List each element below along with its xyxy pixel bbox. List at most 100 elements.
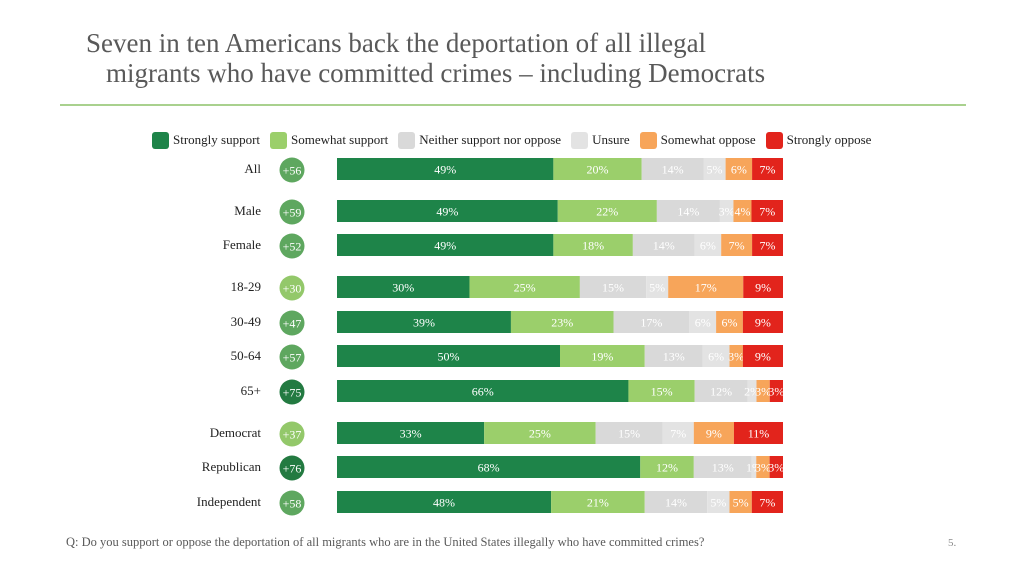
bar-value-label: 7% bbox=[759, 496, 775, 510]
bar-segment bbox=[644, 491, 708, 513]
bar-segment bbox=[337, 345, 560, 367]
bar-value-label: 68% bbox=[478, 461, 500, 475]
bar-segment bbox=[752, 234, 783, 256]
net-score-label: +58 bbox=[283, 497, 302, 511]
bar-value-label: 17% bbox=[695, 281, 717, 295]
bar-segment bbox=[510, 311, 614, 333]
bar-value-label: 19% bbox=[591, 350, 613, 364]
bar-segment bbox=[484, 422, 596, 444]
bar-value-label: 5% bbox=[733, 496, 749, 510]
legend-item: Somewhat oppose bbox=[639, 131, 756, 149]
bar-segment bbox=[553, 158, 642, 180]
legend-item: Somewhat support bbox=[270, 131, 388, 149]
page-number: 5. bbox=[948, 537, 957, 549]
net-score-label: +56 bbox=[283, 164, 302, 178]
bar-value-label: 2% bbox=[744, 385, 760, 399]
net-score-label: +59 bbox=[283, 206, 302, 220]
legend-label: Strongly support bbox=[173, 132, 261, 147]
bar-value-label: 49% bbox=[434, 239, 456, 253]
bar-value-label: 14% bbox=[677, 205, 699, 219]
bar-segment bbox=[644, 345, 703, 367]
bar-value-label: 18% bbox=[582, 239, 604, 253]
bar-value-label: 6% bbox=[721, 316, 737, 330]
legend-label: Somewhat oppose bbox=[660, 132, 756, 147]
bar-value-label: 15% bbox=[651, 385, 673, 399]
bar-value-label: 3% bbox=[768, 385, 784, 399]
bar-segment bbox=[733, 422, 783, 444]
legend-swatch bbox=[639, 131, 657, 149]
bar-segment bbox=[337, 200, 558, 222]
net-score-circle bbox=[279, 421, 305, 447]
bar-segment bbox=[632, 234, 695, 256]
bar-value-label: 5% bbox=[710, 496, 726, 510]
bar-segment bbox=[337, 380, 629, 402]
bar-value-label: 3% bbox=[768, 461, 784, 475]
bar-segment bbox=[729, 491, 752, 513]
bar-value-label: 20% bbox=[587, 163, 609, 177]
bar-segment bbox=[751, 491, 783, 513]
legend-item: Strongly support bbox=[152, 131, 261, 149]
title-line-1: Seven in ten Americans back the deportat… bbox=[86, 28, 707, 58]
bar-segment bbox=[751, 456, 757, 478]
bar-value-label: 5% bbox=[707, 163, 723, 177]
bar-segment bbox=[743, 276, 783, 298]
title-divider bbox=[60, 104, 966, 106]
bar-value-label: 9% bbox=[706, 427, 722, 441]
bar-segment bbox=[560, 345, 645, 367]
bar-segment bbox=[742, 311, 783, 333]
bar-value-label: 3% bbox=[755, 461, 771, 475]
bar-value-label: 7% bbox=[759, 205, 775, 219]
bar-value-label: 66% bbox=[472, 385, 494, 399]
title-line-2: migrants who have committed crimes – inc… bbox=[106, 58, 766, 88]
bar-segment bbox=[337, 491, 552, 513]
legend-item: Neither support nor oppose bbox=[398, 131, 562, 149]
bar-value-label: 3% bbox=[755, 385, 771, 399]
net-score-label: +75 bbox=[283, 386, 302, 400]
bar-value-label: 17% bbox=[640, 316, 662, 330]
bar-value-label: 14% bbox=[665, 496, 687, 510]
row-label: All bbox=[244, 161, 261, 176]
bar-value-label: 22% bbox=[596, 205, 618, 219]
net-score-circle bbox=[279, 344, 305, 370]
net-score-label: +37 bbox=[283, 428, 302, 442]
bar-segment bbox=[721, 234, 753, 256]
bar-value-label: 14% bbox=[653, 239, 675, 253]
legend-label: Strongly oppose bbox=[786, 132, 872, 147]
net-score-circle bbox=[279, 310, 305, 336]
legend-swatch bbox=[270, 131, 288, 149]
legend-item: Unsure bbox=[571, 131, 630, 149]
bar-segment bbox=[702, 345, 730, 367]
bar-segment bbox=[553, 234, 633, 256]
net-score-circle bbox=[279, 233, 305, 259]
bar-value-label: 4% bbox=[734, 205, 750, 219]
bar-segment bbox=[646, 276, 669, 298]
bar-value-label: 7% bbox=[729, 239, 745, 253]
bar-segment bbox=[729, 345, 743, 367]
bar-segment bbox=[719, 200, 734, 222]
bar-value-label: 25% bbox=[529, 427, 551, 441]
net-score-circle bbox=[279, 275, 305, 301]
chart-title: Seven in ten Americans back the deportat… bbox=[86, 28, 986, 88]
net-score-label: +52 bbox=[283, 240, 302, 254]
row-label: Male bbox=[234, 203, 261, 218]
bar-value-label: 9% bbox=[755, 281, 771, 295]
row-label: Female bbox=[223, 237, 261, 252]
bar-value-label: 7% bbox=[760, 163, 776, 177]
bar-value-label: 3% bbox=[719, 205, 735, 219]
legend-label: Neither support nor oppose bbox=[419, 132, 562, 147]
bar-value-label: 6% bbox=[700, 239, 716, 253]
bar-segment bbox=[769, 380, 783, 402]
bar-segment bbox=[337, 276, 470, 298]
bar-segment bbox=[756, 380, 770, 402]
bar-value-label: 6% bbox=[695, 316, 711, 330]
row-label: Democrat bbox=[210, 425, 262, 440]
row-label: Independent bbox=[197, 494, 262, 509]
bar-value-label: 9% bbox=[755, 316, 771, 330]
bar-value-label: 50% bbox=[438, 350, 460, 364]
bar-value-label: 25% bbox=[514, 281, 536, 295]
bar-segment bbox=[689, 311, 717, 333]
bar-segment bbox=[337, 234, 554, 256]
bar-value-label: 49% bbox=[434, 163, 456, 177]
bar-segment bbox=[656, 200, 720, 222]
